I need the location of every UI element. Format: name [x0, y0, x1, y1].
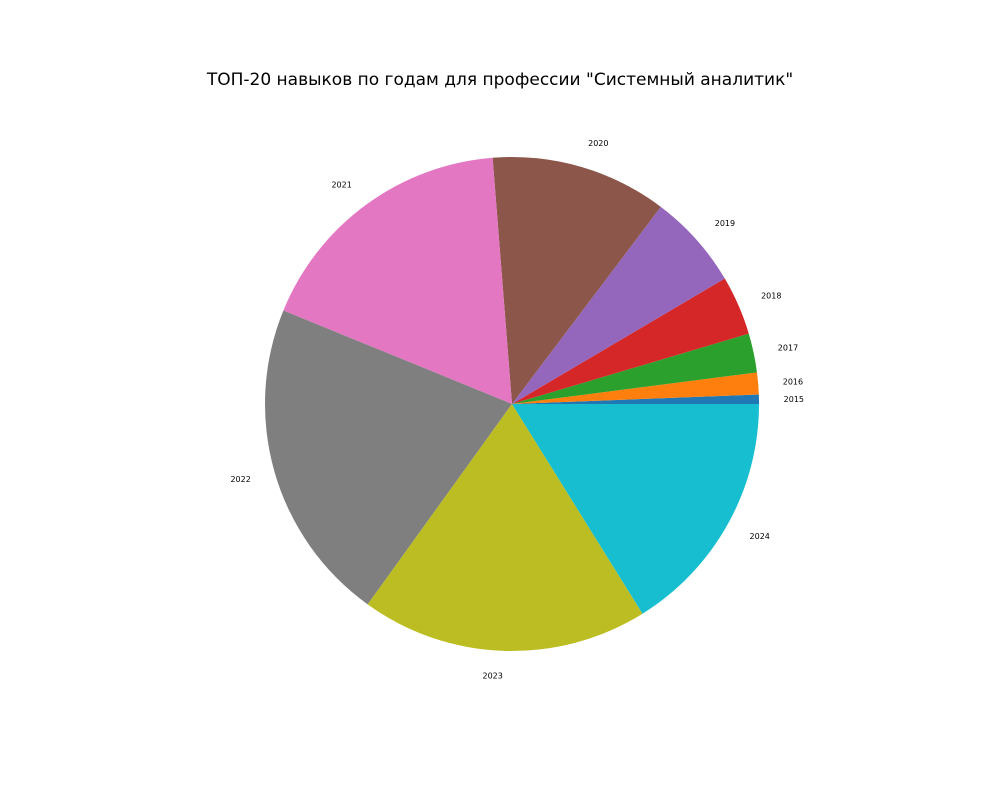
pie-slice-2022	[265, 310, 512, 605]
pie-slice-2017	[512, 333, 757, 404]
slice-label-2019: 2019	[715, 219, 735, 228]
slice-label-2018: 2018	[761, 292, 781, 301]
slice-label-2022: 2022	[230, 475, 250, 484]
pie-slice-2019	[512, 206, 725, 404]
pie-slice-2023	[367, 404, 643, 651]
chart-title: ТОП-20 навыков по годам для профессии "С…	[206, 70, 794, 90]
pie-slice-2015	[512, 394, 759, 404]
slice-label-2016: 2016	[783, 377, 803, 386]
slice-label-2023: 2023	[482, 672, 502, 681]
pie-slice-2024	[512, 404, 759, 614]
slice-label-2015: 2015	[784, 395, 804, 404]
pie-slice-2016	[512, 372, 759, 404]
pie-slice-2021	[283, 157, 512, 404]
pie-slice-2018	[512, 278, 749, 404]
slice-label-2021: 2021	[331, 181, 351, 190]
slice-label-2020: 2020	[588, 139, 608, 148]
slice-label-2017: 2017	[778, 344, 798, 353]
slice-label-2024: 2024	[750, 532, 770, 541]
pie-slice-2020	[492, 157, 661, 404]
